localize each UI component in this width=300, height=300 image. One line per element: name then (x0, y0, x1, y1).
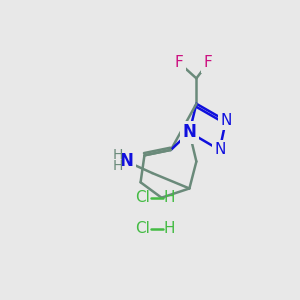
Text: Cl: Cl (136, 221, 150, 236)
Text: N: N (220, 113, 232, 128)
Text: N: N (182, 123, 196, 141)
Text: H: H (112, 159, 122, 173)
Text: H: H (164, 221, 175, 236)
Text: H: H (112, 148, 122, 162)
Text: F: F (175, 56, 184, 70)
Text: Cl: Cl (136, 190, 150, 205)
Text: H: H (164, 190, 175, 205)
Text: N: N (215, 142, 226, 158)
Text: F: F (204, 56, 212, 70)
Text: N: N (120, 152, 134, 170)
